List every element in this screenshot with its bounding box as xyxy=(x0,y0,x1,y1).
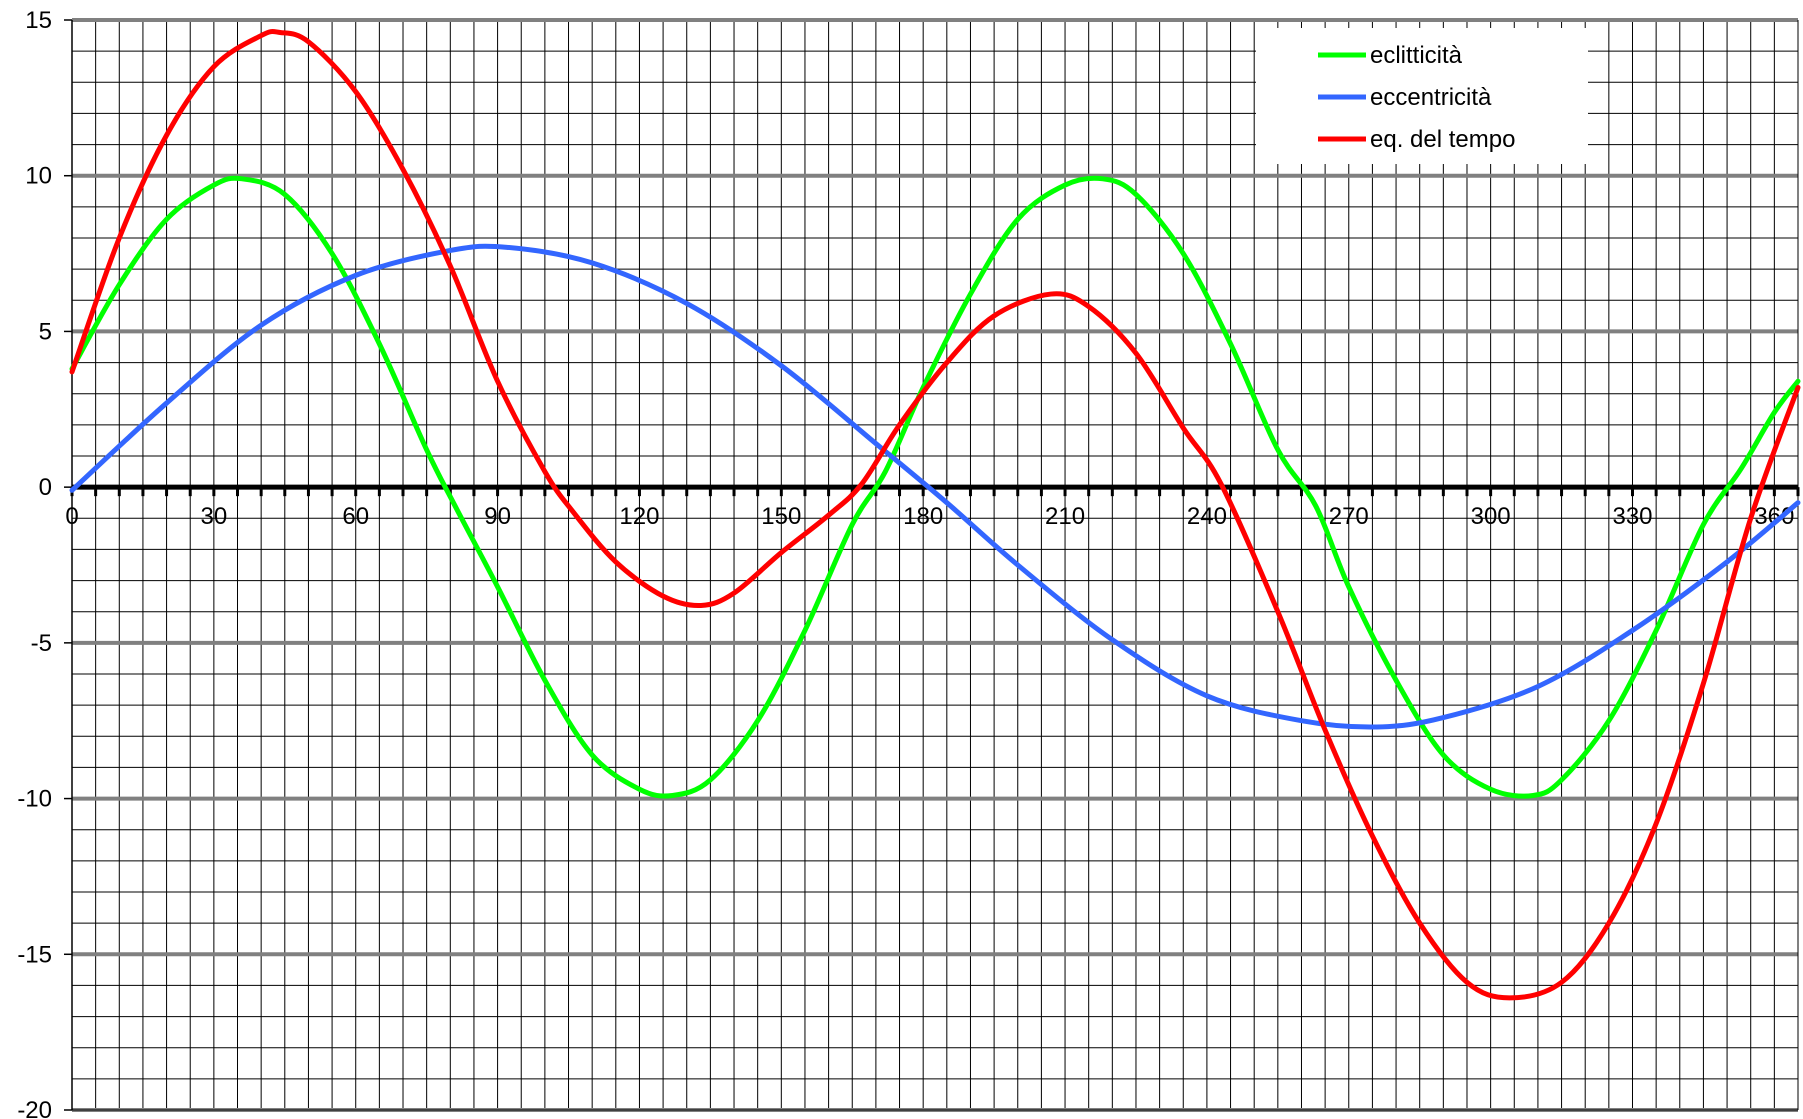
y-tick-label: -5 xyxy=(31,630,52,657)
x-tick-label: 240 xyxy=(1187,503,1227,530)
y-tick-label: 15 xyxy=(25,7,52,34)
x-tick-label: 180 xyxy=(903,503,943,530)
y-tick-label: -15 xyxy=(17,941,52,968)
x-tick-label: 210 xyxy=(1045,503,1085,530)
y-axis: -20 -15 -10 -5 0 5 10 15 xyxy=(17,7,1799,1119)
plot-area xyxy=(72,20,1798,1110)
x-tick-label: 30 xyxy=(201,503,228,530)
y-tick-label: -10 xyxy=(17,786,52,813)
y-tick-label: 5 xyxy=(39,318,52,345)
x-tick-label: 60 xyxy=(342,503,369,530)
x-tick-label: 150 xyxy=(761,503,801,530)
x-tick-label: 330 xyxy=(1612,503,1652,530)
series-lines xyxy=(69,28,1801,1001)
x-tick-label: 120 xyxy=(619,503,659,530)
series-line-0 xyxy=(69,175,1801,799)
series-line-2 xyxy=(69,28,1801,1001)
legend-box xyxy=(1256,28,1588,164)
legend-label-series-1: eccentricità xyxy=(1370,84,1492,111)
x-axis: 0 30 60 90 120 150 180 210 240 270 300 330 360 xyxy=(65,484,1800,530)
y-tick-label: 0 xyxy=(39,474,52,501)
series-line-1 xyxy=(69,243,1801,730)
x-tick-label: 0 xyxy=(65,503,78,530)
x-tick-label: 90 xyxy=(484,503,511,530)
legend-label-series-2: eq. del tempo xyxy=(1370,126,1515,153)
x-tick-label: 270 xyxy=(1329,503,1369,530)
legend-label-series-0: eclitticità xyxy=(1370,42,1463,69)
y-tick-label: -20 xyxy=(17,1097,52,1119)
x-tick-label: 300 xyxy=(1471,503,1511,530)
legend: eclitticità eccentricità eq. del tempo xyxy=(1256,28,1588,164)
y-tick-label: 10 xyxy=(25,163,52,190)
